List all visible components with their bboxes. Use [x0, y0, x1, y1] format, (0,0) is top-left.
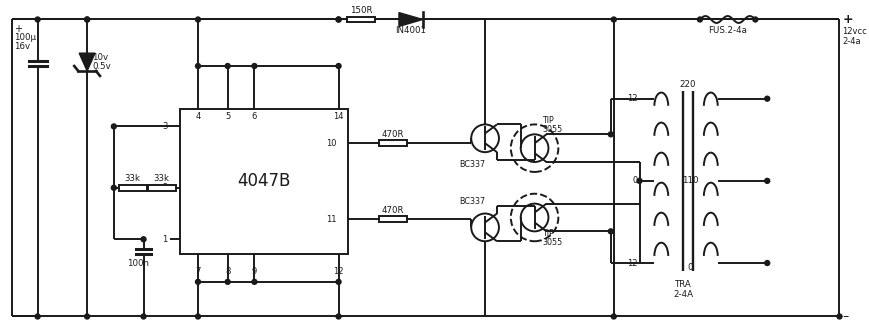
Text: 33k: 33k — [154, 174, 169, 183]
Circle shape — [608, 132, 614, 137]
Circle shape — [225, 63, 230, 68]
Text: TIP: TIP — [542, 116, 554, 125]
Circle shape — [336, 63, 341, 68]
Text: 3055: 3055 — [542, 125, 563, 134]
Text: IN4001: IN4001 — [395, 26, 427, 35]
Circle shape — [336, 17, 341, 22]
Text: 470R: 470R — [381, 130, 404, 139]
Circle shape — [611, 314, 616, 319]
Circle shape — [141, 237, 146, 242]
Text: 2-4A: 2-4A — [673, 290, 693, 299]
Circle shape — [196, 17, 201, 22]
Bar — [379, 216, 407, 222]
Text: 0: 0 — [633, 176, 638, 185]
Circle shape — [837, 314, 842, 319]
Text: 150R: 150R — [350, 6, 373, 15]
Bar — [379, 140, 407, 146]
Text: 6: 6 — [252, 112, 257, 121]
Text: +: + — [14, 24, 22, 34]
Circle shape — [196, 279, 201, 284]
Circle shape — [608, 229, 614, 234]
Text: 12vcc: 12vcc — [842, 27, 867, 36]
Text: 0.5v: 0.5v — [92, 61, 111, 70]
Text: 8: 8 — [225, 268, 230, 277]
Circle shape — [637, 178, 642, 183]
Circle shape — [765, 96, 770, 101]
Text: 110: 110 — [682, 176, 699, 185]
Text: 4: 4 — [196, 112, 201, 121]
Bar — [348, 16, 375, 22]
Circle shape — [84, 17, 90, 22]
Circle shape — [84, 17, 90, 22]
Text: TRA: TRA — [674, 280, 692, 289]
Text: 5: 5 — [225, 112, 230, 121]
Text: BC337: BC337 — [460, 197, 486, 206]
Text: 100µ: 100µ — [14, 33, 36, 42]
Circle shape — [196, 314, 201, 319]
Text: 33k: 33k — [124, 174, 141, 183]
Circle shape — [336, 279, 341, 284]
Text: 11: 11 — [326, 215, 336, 224]
Text: TIP: TIP — [542, 229, 554, 238]
Text: 12: 12 — [334, 268, 344, 277]
Text: 9: 9 — [252, 268, 257, 277]
Text: 1: 1 — [162, 235, 168, 244]
Bar — [148, 185, 176, 191]
Bar — [119, 185, 147, 191]
Circle shape — [765, 261, 770, 266]
Text: 470R: 470R — [381, 206, 404, 215]
Text: 3055: 3055 — [542, 238, 563, 247]
Circle shape — [35, 314, 40, 319]
Circle shape — [336, 314, 341, 319]
Circle shape — [225, 279, 230, 284]
Text: 2-4a: 2-4a — [842, 37, 861, 46]
Circle shape — [611, 17, 616, 22]
Text: 7: 7 — [196, 268, 201, 277]
Text: 3: 3 — [162, 122, 168, 131]
Circle shape — [196, 63, 201, 68]
Text: 16v: 16v — [14, 42, 30, 51]
Text: 0: 0 — [687, 264, 693, 273]
Text: 12: 12 — [627, 259, 638, 268]
Text: 220: 220 — [680, 80, 696, 89]
Text: 14: 14 — [334, 112, 344, 121]
Polygon shape — [79, 53, 95, 71]
Circle shape — [252, 63, 257, 68]
Circle shape — [336, 17, 341, 22]
Text: 10: 10 — [326, 139, 336, 148]
Text: 4047B: 4047B — [237, 172, 291, 190]
Circle shape — [35, 17, 40, 22]
Circle shape — [141, 314, 146, 319]
Text: BC337: BC337 — [460, 160, 486, 169]
Text: 100n: 100n — [127, 259, 149, 268]
Circle shape — [753, 17, 758, 22]
Polygon shape — [399, 13, 422, 26]
Text: +: + — [842, 13, 853, 26]
Circle shape — [111, 185, 116, 190]
Circle shape — [111, 124, 116, 129]
Text: –: – — [842, 310, 849, 323]
Circle shape — [252, 279, 257, 284]
Bar — [180, 109, 348, 254]
Text: 2: 2 — [162, 183, 168, 192]
Text: FUS.2-4a: FUS.2-4a — [708, 26, 747, 35]
Circle shape — [765, 178, 770, 183]
Circle shape — [698, 17, 702, 22]
Text: 12: 12 — [627, 94, 638, 103]
Circle shape — [84, 314, 90, 319]
Text: 10v: 10v — [92, 53, 109, 61]
